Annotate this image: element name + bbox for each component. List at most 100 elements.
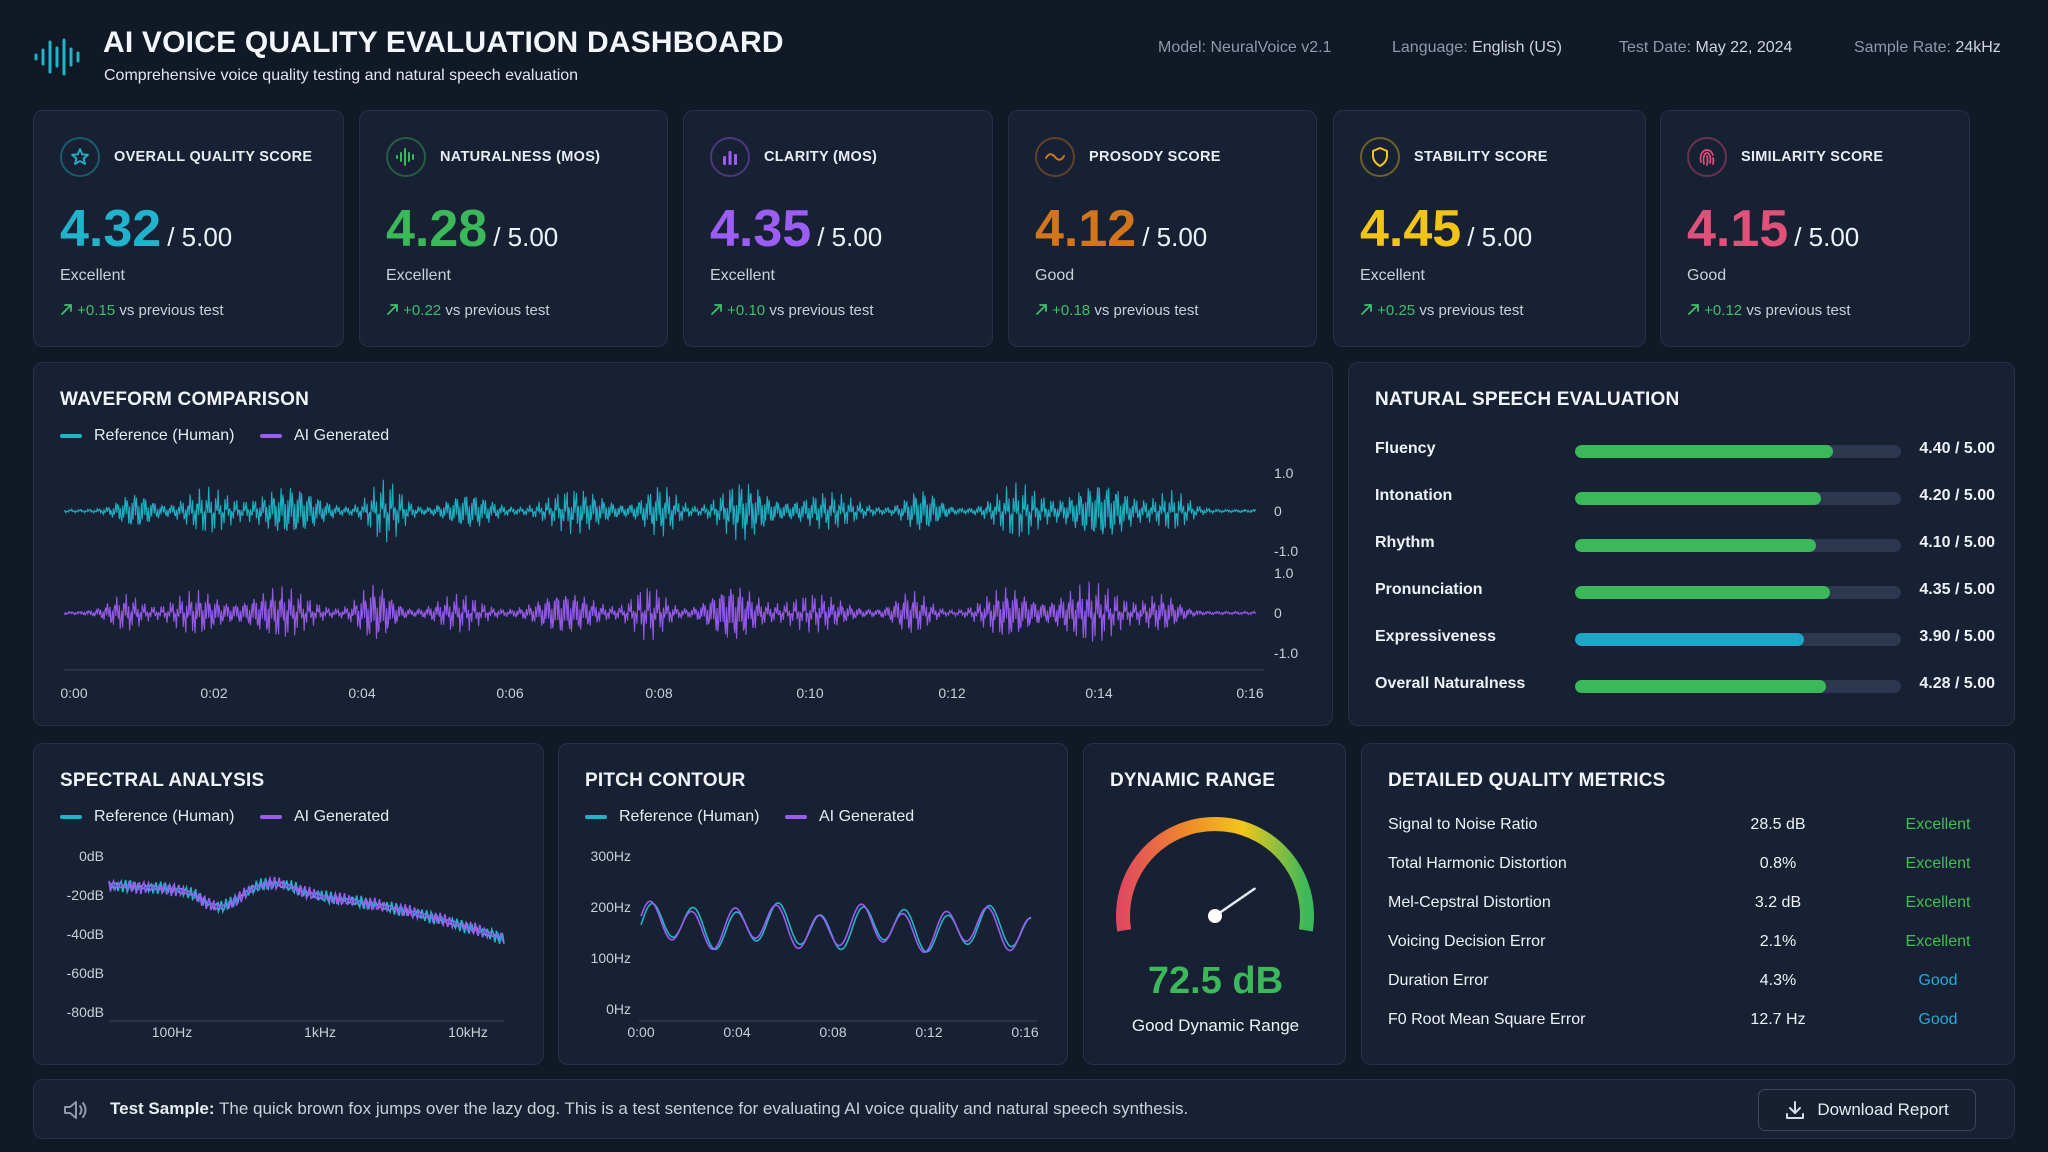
speech-eval-score: 3.90 / 5.00 <box>1919 628 1995 645</box>
spectral-panel: SPECTRAL ANALYSIS Reference (Human) AI G… <box>33 743 544 1065</box>
waveform-y-tick: 1.0 <box>1274 465 1294 481</box>
speech-eval-row: Pronunciation 4.35 / 5.00 <box>1375 581 1995 603</box>
score-card-label: CLARITY (MOS) <box>764 149 878 165</box>
meta-model: Model: NeuralVoice v2.1 <box>1158 39 1332 56</box>
pitch-x-tick: 0:00 <box>627 1024 654 1040</box>
speech-eval-row: Overall Naturalness 4.28 / 5.00 <box>1375 675 1995 697</box>
trend-up-icon <box>711 304 722 315</box>
bar-chart-icon <box>710 137 750 177</box>
speech-eval-label: Overall Naturalness <box>1375 675 1526 692</box>
spectral-ai-line <box>108 875 505 943</box>
waveform-x-tick: 0:14 <box>1085 685 1112 701</box>
waveform-y-tick: 1.0 <box>1274 565 1294 581</box>
speech-eval-panel: NATURAL SPEECH EVALUATION Fluency 4.40 /… <box>1348 362 2015 726</box>
score-card: NATURALNESS (MOS) 4.28/ 5.00 Excellent +… <box>359 110 668 347</box>
star-icon <box>60 137 100 177</box>
pitch-chart: 300Hz 200Hz 100Hz 0Hz 0:00 0:04 0:08 0:12 0:16 <box>591 848 1039 1040</box>
score-card-rating: Excellent <box>710 267 775 284</box>
speech-eval-label: Pronunciation <box>1375 581 1483 598</box>
shield-icon <box>1360 137 1400 177</box>
speech-eval-bar <box>1575 492 1901 505</box>
trend-up-icon <box>387 304 398 315</box>
score-card-label: NATURALNESS (MOS) <box>440 149 601 165</box>
metric-status: Excellent <box>1905 894 1971 911</box>
pitch-x-tick: 0:08 <box>819 1024 846 1040</box>
app-logo-icon <box>33 38 85 76</box>
metric-value: 0.8% <box>1759 855 1797 872</box>
page-subtitle: Comprehensive voice quality testing and … <box>104 67 579 84</box>
speech-eval-label: Fluency <box>1375 440 1436 457</box>
spectral-x-tick: 100Hz <box>152 1024 192 1040</box>
pitch-x-tick: 0:12 <box>915 1024 942 1040</box>
page-title: AI VOICE QUALITY EVALUATION DASHBOARD <box>103 26 784 59</box>
metric-label: Duration Error <box>1388 972 1489 989</box>
quality-metrics-title: DETAILED QUALITY METRICS <box>1388 770 1666 791</box>
score-card-value: 4.12/ 5.00 <box>1035 200 1208 258</box>
score-card: CLARITY (MOS) 4.35/ 5.00 Excellent +0.10… <box>683 110 993 347</box>
spectral-x-tick: 1kHz <box>304 1024 336 1040</box>
score-card-label: STABILITY SCORE <box>1414 149 1548 165</box>
score-card-value: 4.45/ 5.00 <box>1360 200 1533 258</box>
waveform-x-tick: 0:02 <box>200 685 227 701</box>
waveform-chart: 1.0 0 -1.0 1.0 0 -1.0 0:00 0:02 0:04 0:06 0:08 0:10… <box>60 465 1298 701</box>
trend-up-icon <box>1688 304 1699 315</box>
spectral-y-tick: -40dB <box>67 926 104 942</box>
download-icon <box>1786 1101 1805 1119</box>
waveform-x-tick: 0:06 <box>496 685 523 701</box>
pitch-title: PITCH CONTOUR <box>585 770 746 791</box>
score-card-rating: Excellent <box>386 267 451 284</box>
pitch-y-tick: 100Hz <box>591 950 631 966</box>
metric-row: F0 Root Mean Square Error 12.7 Hz Good <box>1388 1011 1998 1033</box>
spectral-chart: 0dB -20dB -40dB -60dB -80dB 100Hz 1kHz 10kHz <box>67 848 505 1040</box>
score-card-rating: Excellent <box>60 267 125 284</box>
dynamic-range-panel: DYNAMIC RANGE 72.5 dB Good Dynamic Range <box>1083 743 1346 1065</box>
score-card: OVERALL QUALITY SCORE 4.32/ 5.00 Excelle… <box>33 110 344 347</box>
score-card-rating: Excellent <box>1360 267 1425 284</box>
metric-row: Duration Error 4.3% Good <box>1388 972 1998 994</box>
speech-eval-row: Rhythm 4.10 / 5.00 <box>1375 534 1995 556</box>
score-card-value: 4.15/ 5.00 <box>1687 200 1860 258</box>
metric-label: Mel-Cepstral Distortion <box>1388 894 1551 911</box>
download-report-label: Download Report <box>1817 1100 1949 1119</box>
score-card-delta: +0.18 vs previous test <box>1035 302 1199 319</box>
quality-metrics-panel: DETAILED QUALITY METRICS Signal to Noise… <box>1361 743 2015 1065</box>
download-report-button[interactable]: Download Report <box>1758 1089 1976 1131</box>
speech-eval-label: Expressiveness <box>1375 628 1496 645</box>
score-card-value: 4.35/ 5.00 <box>710 200 883 258</box>
gauge-needle <box>1213 887 1256 918</box>
speech-eval-score: 4.10 / 5.00 <box>1919 534 1995 551</box>
gauge-arc <box>1116 817 1314 932</box>
speech-eval-label: Intonation <box>1375 487 1453 504</box>
score-card-label: SIMILARITY SCORE <box>1741 149 1884 165</box>
waveform-y-tick: -1.0 <box>1274 543 1298 559</box>
spectral-title: SPECTRAL ANALYSIS <box>60 770 265 791</box>
score-card: PROSODY SCORE 4.12/ 5.00 Good +0.18 vs p… <box>1008 110 1317 347</box>
score-card-rating: Good <box>1687 267 1727 284</box>
waveform-title: WAVEFORM COMPARISON <box>60 389 310 410</box>
waveform-y-tick: -1.0 <box>1274 645 1298 661</box>
score-card-value: 4.28/ 5.00 <box>386 200 559 258</box>
metric-status: Excellent <box>1905 933 1971 950</box>
meta-language: Language: English (US) <box>1392 39 1562 56</box>
spectral-y-tick: -20dB <box>67 887 104 903</box>
spectral-y-tick: 0dB <box>79 848 104 864</box>
speech-eval-bar <box>1575 539 1901 552</box>
pitch-ai-line <box>640 900 1032 954</box>
spectral-y-tick: -80dB <box>67 1004 104 1020</box>
metric-status: Good <box>1918 1011 1958 1028</box>
metric-row: Mel-Cepstral Distortion 3.2 dB Excellent <box>1388 894 1998 916</box>
pitch-y-tick: 200Hz <box>591 899 631 915</box>
trend-up-icon <box>1361 304 1372 315</box>
dynamic-range-caption: Good Dynamic Range <box>1131 1016 1300 1035</box>
speech-eval-row: Expressiveness 3.90 / 5.00 <box>1375 628 1995 650</box>
score-card-rating: Good <box>1035 267 1075 284</box>
dynamic-range-title: DYNAMIC RANGE <box>1110 770 1276 791</box>
metric-label: Voicing Decision Error <box>1388 933 1546 950</box>
speech-eval-label: Rhythm <box>1375 534 1435 551</box>
score-card-delta: +0.12 vs previous test <box>1687 302 1851 319</box>
speech-eval-bar <box>1575 445 1901 458</box>
fingerprint-icon <box>1687 137 1727 177</box>
test-sample-bar: Test Sample: The quick brown fox jumps o… <box>33 1079 2015 1139</box>
speech-eval-title: NATURAL SPEECH EVALUATION <box>1375 389 1680 410</box>
speech-eval-bar <box>1575 586 1901 599</box>
